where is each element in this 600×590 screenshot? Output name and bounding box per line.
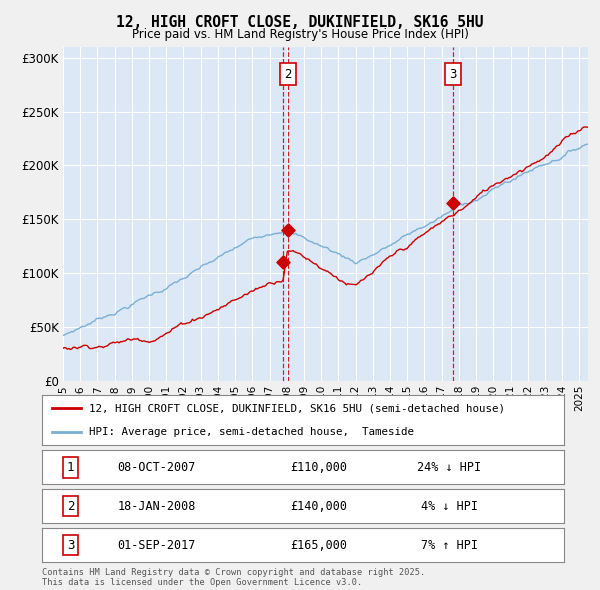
Text: 12, HIGH CROFT CLOSE, DUKINFIELD, SK16 5HU (semi-detached house): 12, HIGH CROFT CLOSE, DUKINFIELD, SK16 5…: [89, 404, 505, 414]
Text: Contains HM Land Registry data © Crown copyright and database right 2025.
This d: Contains HM Land Registry data © Crown c…: [42, 568, 425, 587]
Text: 01-SEP-2017: 01-SEP-2017: [118, 539, 196, 552]
Text: 18-JAN-2008: 18-JAN-2008: [118, 500, 196, 513]
Text: HPI: Average price, semi-detached house,  Tameside: HPI: Average price, semi-detached house,…: [89, 427, 414, 437]
Text: 2: 2: [284, 68, 292, 81]
Text: 4% ↓ HPI: 4% ↓ HPI: [421, 500, 478, 513]
Text: 24% ↓ HPI: 24% ↓ HPI: [417, 461, 481, 474]
Text: 3: 3: [67, 539, 74, 552]
Text: 12, HIGH CROFT CLOSE, DUKINFIELD, SK16 5HU: 12, HIGH CROFT CLOSE, DUKINFIELD, SK16 5…: [116, 15, 484, 30]
Point: [283, 225, 292, 235]
Text: 3: 3: [449, 68, 457, 81]
Point: [278, 258, 287, 267]
Text: 1: 1: [67, 461, 74, 474]
Point: [448, 198, 458, 208]
Text: £140,000: £140,000: [290, 500, 347, 513]
Text: Price paid vs. HM Land Registry's House Price Index (HPI): Price paid vs. HM Land Registry's House …: [131, 28, 469, 41]
Text: 7% ↑ HPI: 7% ↑ HPI: [421, 539, 478, 552]
Text: £165,000: £165,000: [290, 539, 347, 552]
Text: £110,000: £110,000: [290, 461, 347, 474]
Text: 08-OCT-2007: 08-OCT-2007: [118, 461, 196, 474]
Text: 2: 2: [67, 500, 74, 513]
